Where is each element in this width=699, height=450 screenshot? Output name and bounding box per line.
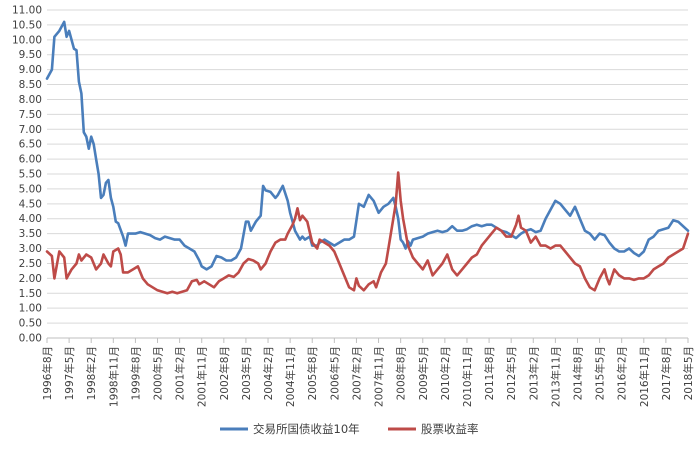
y-tick-label: 4.00 bbox=[19, 213, 42, 225]
x-tick-label: 2016年2月 bbox=[616, 346, 629, 400]
x-tick-label: 2006年5月 bbox=[328, 346, 341, 400]
x-tick-label: 2001年11月 bbox=[196, 346, 209, 407]
x-tick-label: 2017年8月 bbox=[660, 346, 673, 400]
y-tick-label: 0.00 bbox=[19, 333, 42, 345]
y-tick-label: 5.00 bbox=[19, 183, 42, 195]
x-tick-label: 1998年11月 bbox=[107, 346, 120, 407]
x-tick-label: 2001年2月 bbox=[174, 346, 187, 400]
x-tick-label: 2007年11月 bbox=[373, 346, 386, 407]
y-tick-label: 2.50 bbox=[19, 258, 42, 270]
y-tick-label: 10.00 bbox=[12, 34, 42, 46]
legend-label-2: 股票收益率 bbox=[421, 422, 479, 436]
x-tick-label: 2010年11月 bbox=[461, 346, 474, 407]
x-tick-label: 2016年11月 bbox=[638, 346, 651, 407]
y-tick-label: 6.50 bbox=[19, 139, 42, 151]
y-tick-label: 1.00 bbox=[19, 303, 42, 315]
x-tick-label: 2009年5月 bbox=[417, 346, 430, 400]
x-tick-label: 2014年8月 bbox=[571, 346, 584, 400]
x-tick-label: 1996年8月 bbox=[41, 346, 54, 400]
y-tick-label: 7.00 bbox=[19, 124, 42, 136]
x-tick-label: 2015年5月 bbox=[594, 346, 607, 400]
x-tick-label: 2004年11月 bbox=[284, 346, 297, 407]
legend-label-1: 交易所国债收益10年 bbox=[253, 422, 360, 436]
y-tick-label: 1.50 bbox=[19, 288, 42, 300]
x-axis-ticks: 1996年8月 1997年5月 1998年2月 1998年11月 1999年8月 2000… bbox=[41, 338, 695, 407]
x-tick-label: 2005年8月 bbox=[306, 346, 319, 400]
y-tick-label: 7.50 bbox=[19, 109, 42, 121]
y-tick-label: 11.00 bbox=[12, 5, 42, 17]
x-tick-label: 2013年11月 bbox=[549, 346, 562, 407]
y-tick-label: 2.00 bbox=[19, 273, 42, 285]
y-tick-label: 10.50 bbox=[12, 19, 42, 31]
y-tick-label: 8.50 bbox=[19, 79, 42, 91]
x-tick-label: 2002年8月 bbox=[218, 346, 231, 400]
gridlines bbox=[47, 9, 688, 324]
y-tick-label: 4.50 bbox=[19, 198, 42, 210]
series-line-2 bbox=[45, 171, 690, 295]
y-tick-label: 9.00 bbox=[19, 64, 42, 76]
x-tick-label: 2012年5月 bbox=[505, 346, 518, 400]
x-tick-label: 1997年5月 bbox=[63, 346, 76, 400]
x-tick-label: 2000年5月 bbox=[152, 346, 165, 400]
x-tick-label: 2011年8月 bbox=[483, 346, 496, 400]
x-tick-label: 1998年2月 bbox=[85, 346, 98, 400]
x-tick-label: 2004年2月 bbox=[262, 346, 275, 400]
y-tick-label: 5.50 bbox=[19, 169, 42, 181]
y-tick-label: 8.00 bbox=[19, 94, 42, 106]
series-lines bbox=[45, 20, 690, 295]
x-tick-label: 2013年2月 bbox=[527, 346, 540, 400]
legend: 交易所国债收益10年 股票收益率 bbox=[220, 422, 479, 436]
x-tick-label: 1999年8月 bbox=[129, 346, 142, 400]
x-tick-label: 2007年2月 bbox=[350, 346, 363, 400]
y-tick-label: 3.00 bbox=[19, 243, 42, 255]
y-tick-label: 3.50 bbox=[19, 228, 42, 240]
y-axis-ticks: 0.00 0.50 1.00 1.50 2.00 2.50 3.00 3.50 4.00 4.50… bbox=[12, 5, 42, 345]
series-line-1 bbox=[45, 20, 690, 271]
x-tick-label: 2018年5月 bbox=[682, 346, 695, 400]
y-tick-label: 9.50 bbox=[19, 49, 42, 61]
x-tick-label: 2003年5月 bbox=[240, 346, 253, 400]
y-tick-label: 0.50 bbox=[19, 318, 42, 330]
y-tick-label: 6.00 bbox=[19, 154, 42, 166]
x-tick-label: 2008年8月 bbox=[395, 346, 408, 400]
x-tick-label: 2010年2月 bbox=[439, 346, 452, 400]
